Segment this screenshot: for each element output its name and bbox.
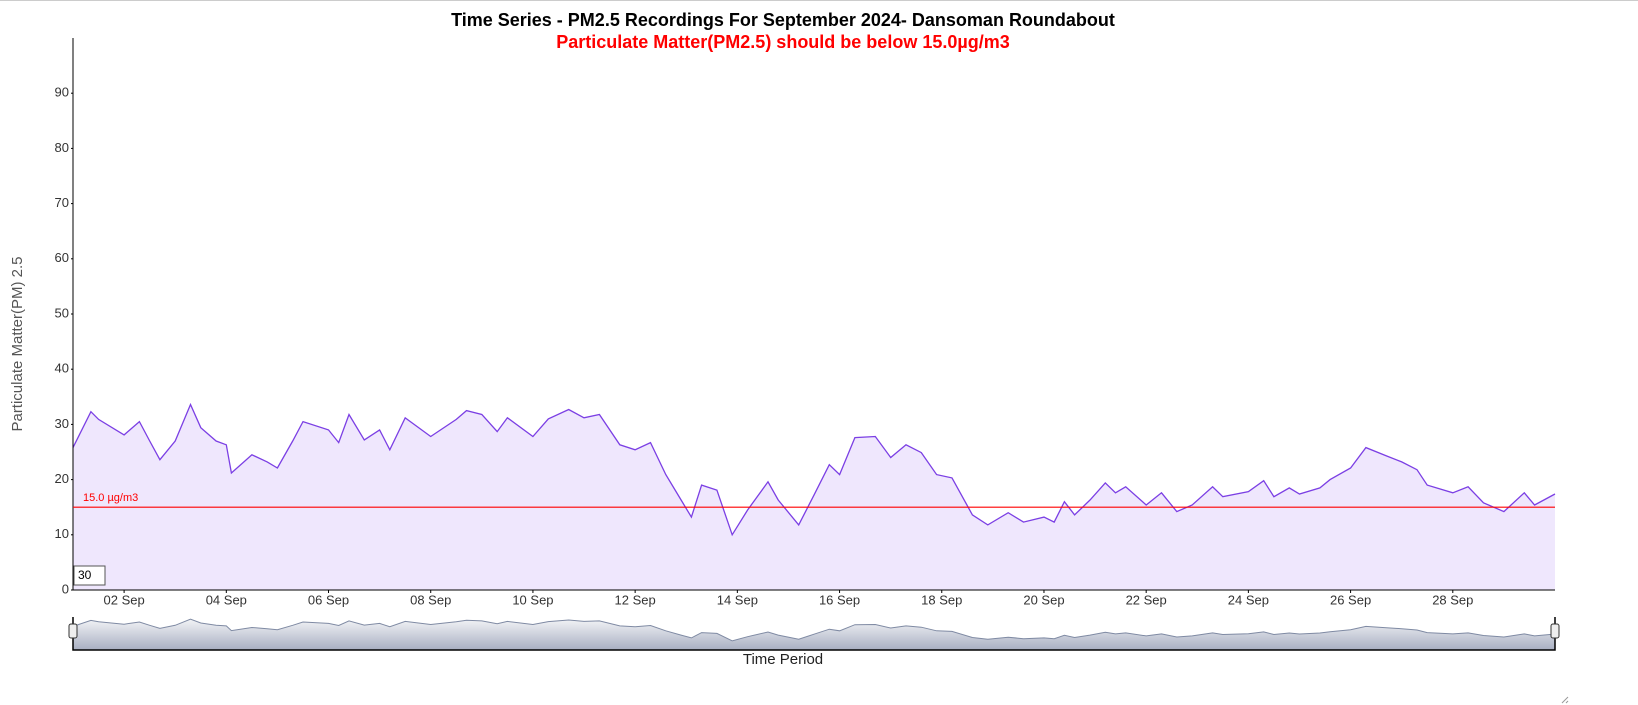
x-tick-label: 28 Sep (1432, 592, 1473, 607)
area (73, 404, 1555, 590)
y-tick-label: 60 (55, 250, 69, 265)
y-tick-label: 80 (55, 140, 69, 155)
y-tick-label: 40 (55, 361, 69, 376)
x-tick-label: 12 Sep (615, 592, 656, 607)
line (72, 402, 1556, 537)
range-selector-area (72, 618, 1556, 651)
roll-period-input[interactable] (73, 565, 106, 586)
x-axis-label: Time Period (743, 651, 823, 668)
roll-period-value: 30 (78, 568, 92, 582)
y-tick-label: 70 (55, 195, 69, 210)
threshold-label: 15.0 µg/m3 (83, 492, 138, 504)
y-tick-label: 50 (55, 305, 69, 320)
x-tick-label: 26 Sep (1330, 592, 1371, 607)
x-tick-label: 08 Sep (410, 592, 451, 607)
x-tick-label: 20 Sep (1023, 592, 1064, 607)
range-handle (1550, 623, 1560, 639)
x-tick-label: 14 Sep (717, 592, 758, 607)
y-axis-label: Particulate Matter(PM) 2.5 (9, 256, 26, 431)
x-tick-label: 18 Sep (921, 592, 962, 607)
resize-grip (1561, 696, 1569, 704)
x-tick-label: 02 Sep (104, 592, 145, 607)
x-tick-label: 10 Sep (512, 592, 553, 607)
y-tick-label: 30 (55, 416, 69, 431)
x-tick-label: 24 Sep (1228, 592, 1269, 607)
x-tick-label: 22 Sep (1126, 592, 1167, 607)
x-tick-label: 16 Sep (819, 592, 860, 607)
range-handle (68, 623, 78, 639)
chart-subtitle: Particulate Matter(PM2.5) should be belo… (556, 32, 1009, 52)
x-tick-label: 04 Sep (206, 592, 247, 607)
y-tick-label: 90 (55, 85, 69, 100)
x-tick-label: 06 Sep (308, 592, 349, 607)
chart-title: Time Series - PM2.5 Recordings For Septe… (451, 10, 1115, 30)
y-tick-label: 20 (55, 471, 69, 486)
y-tick-label: 10 (55, 526, 69, 541)
y-tick-label: 0 (62, 581, 69, 596)
